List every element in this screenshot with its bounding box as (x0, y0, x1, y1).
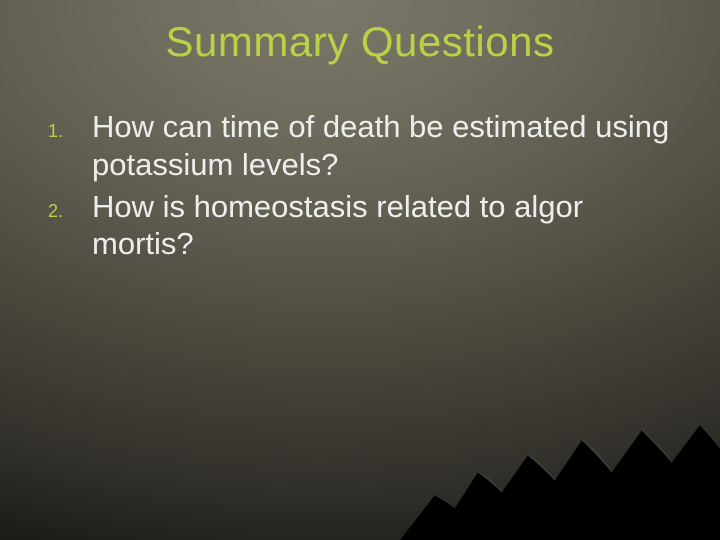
slide: Summary Questions 1. How can time of dea… (0, 0, 720, 540)
list-number: 1. (48, 121, 92, 142)
slide-content: 1. How can time of death be estimated us… (48, 108, 690, 267)
mountain-decoration-icon (360, 400, 720, 540)
list-number: 2. (48, 201, 92, 222)
list-item: 2. How is homeostasis related to algor m… (48, 188, 690, 264)
list-item: 1. How can time of death be estimated us… (48, 108, 690, 184)
list-text: How is homeostasis related to algor mort… (92, 188, 690, 264)
list-text: How can time of death be estimated using… (92, 108, 690, 184)
slide-title: Summary Questions (0, 18, 720, 66)
